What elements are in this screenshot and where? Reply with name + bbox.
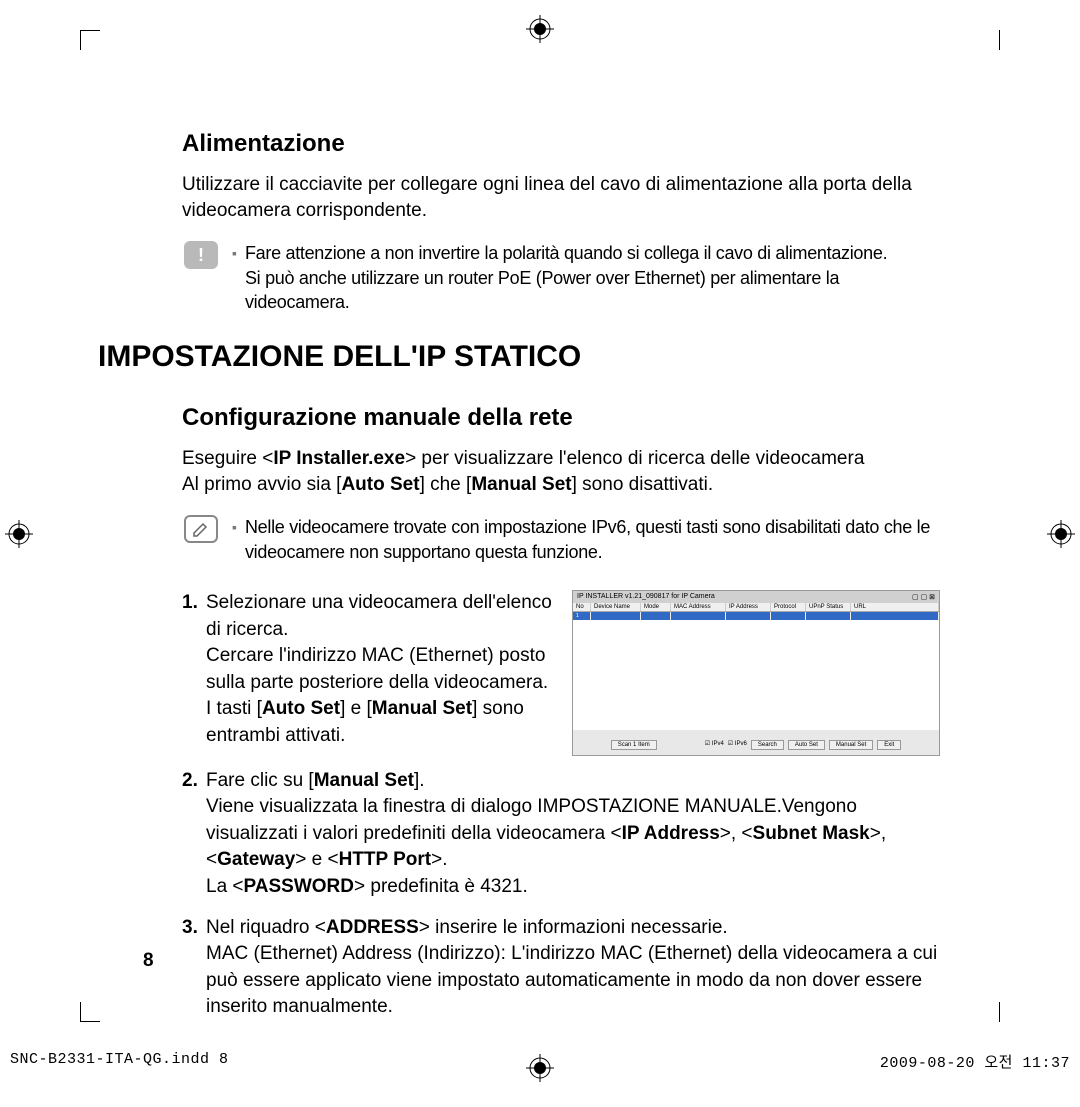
ipv4-checkbox: ☑ IPv4 <box>705 740 724 750</box>
exit-button: Exit <box>877 740 901 750</box>
ip-installer-screenshot: IP INSTALLER v1.21_090817 for IP Camera … <box>572 590 940 756</box>
window-title: IP INSTALLER v1.21_090817 for IP Camera … <box>573 591 939 603</box>
section1-paragraph: Utilizzare il cacciavite per collegare o… <box>182 172 940 223</box>
section2-paragraph: Eseguire <IP Installer.exe> per visualiz… <box>182 446 940 497</box>
section2-heading: IMPOSTAZIONE DELL'IP STATICO <box>98 340 940 374</box>
note-text: Fare attenzione a non invertire la polar… <box>245 241 940 314</box>
crop-mark-bottom-right <box>999 1002 1001 1022</box>
step-1: 1. Selezionare una videocamera dell'elen… <box>182 590 552 750</box>
section1-heading: Alimentazione <box>182 130 940 158</box>
registration-mark-right <box>1047 520 1075 548</box>
auto-set-button: Auto Set <box>788 740 825 750</box>
registration-mark-left <box>5 520 33 548</box>
crop-mark-bottom-left <box>80 1002 100 1022</box>
info-note: ▪ Nelle videocamere trovate con impostaz… <box>182 515 940 564</box>
footer-filename: SNC-B2331-ITA-QG.indd 8 <box>10 1051 229 1072</box>
caution-note: ! ▪ Fare attenzione a non invertire la p… <box>182 241 940 314</box>
table-row: 1 <box>573 612 939 620</box>
registration-mark-top <box>526 15 554 43</box>
table-header: No Device Name Mode MAC Address IP Addre… <box>573 603 939 612</box>
ipv6-checkbox: ☑ IPv6 <box>728 740 747 750</box>
crop-mark-top-left <box>80 30 100 50</box>
info-note-text: Nelle videocamere trovate con impostazio… <box>245 515 940 564</box>
window-controls: ▢ ▢ ⊠ <box>912 593 935 601</box>
manual-set-button: Manual Set <box>829 740 873 750</box>
page-number: 8 <box>143 950 154 972</box>
pencil-icon <box>184 515 218 543</box>
step-2: 2. Fare clic su [Manual Set]. Viene visu… <box>182 768 940 901</box>
crop-mark-top-right <box>999 30 1001 50</box>
window-footer: Scan 1 Item ☑ IPv4 ☑ IPv6 Search Auto Se… <box>573 737 939 753</box>
footer-timestamp: 2009-08-20 오전 11:37 <box>880 1051 1070 1072</box>
print-footer: SNC-B2331-ITA-QG.indd 8 2009-08-20 오전 11… <box>0 1051 1080 1072</box>
search-button: Search <box>751 740 784 750</box>
caution-icon: ! <box>184 241 218 269</box>
bullet-icon: ▪ <box>232 519 237 535</box>
scan-label: Scan 1 Item <box>611 740 657 750</box>
section2-subheading: Configurazione manuale della rete <box>182 404 940 432</box>
step-3: 3. Nel riquadro <ADDRESS> inserire le in… <box>182 915 940 1021</box>
page-content: Alimentazione Utilizzare il cacciavite p… <box>140 130 940 1035</box>
table-body: 1 <box>573 612 939 730</box>
bullet-icon: ▪ <box>232 245 237 261</box>
